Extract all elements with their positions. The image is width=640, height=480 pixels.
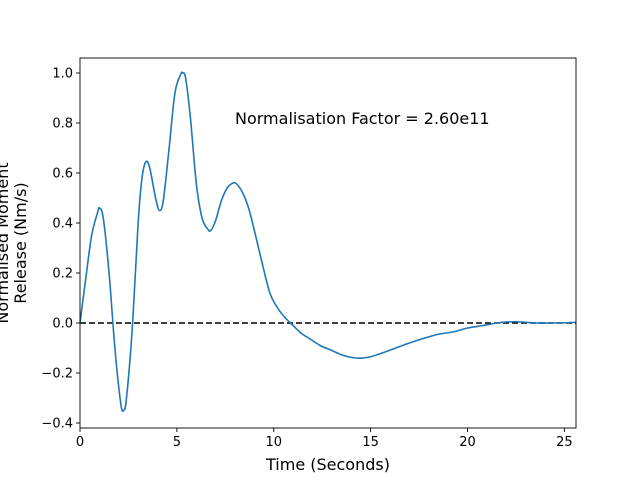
x-axis-ticks: 0 5 10 15 20 25: [76, 428, 573, 450]
y-tick-label: 0.2: [52, 267, 73, 282]
y-tick-label: 0.4: [52, 217, 73, 232]
x-tick-label: 0: [76, 435, 84, 450]
x-tick-label: 25: [556, 435, 573, 450]
y-tick-label: 1.0: [52, 67, 73, 82]
y-tick-label: 0.6: [52, 167, 73, 182]
x-tick-label: 20: [459, 435, 476, 450]
plot-frame: [79, 57, 577, 429]
y-axis-label-line-1: Normalised Moment: [0, 162, 12, 323]
y-tick-label: 0.8: [52, 117, 73, 132]
y-axis-ticks: −0.4 −0.2 0.0 0.2 0.4 0.6 0.8 1.0: [41, 67, 80, 432]
normalisation-annotation: Normalisation Factor = 2.60e11: [235, 109, 490, 128]
plot-background: [80, 58, 576, 428]
y-tick-label: −0.4: [41, 417, 73, 432]
x-tick-label: 15: [362, 435, 379, 450]
y-tick-label: −0.2: [41, 367, 73, 382]
y-axis-label-line-2: Release (Nm/s): [11, 182, 30, 303]
y-tick-label: 0.0: [52, 317, 73, 332]
x-axis-label: Time (Seconds): [265, 455, 390, 474]
series-line: [79, 71, 577, 413]
x-tick-label: 5: [173, 435, 181, 450]
x-tick-label: 10: [265, 435, 282, 450]
